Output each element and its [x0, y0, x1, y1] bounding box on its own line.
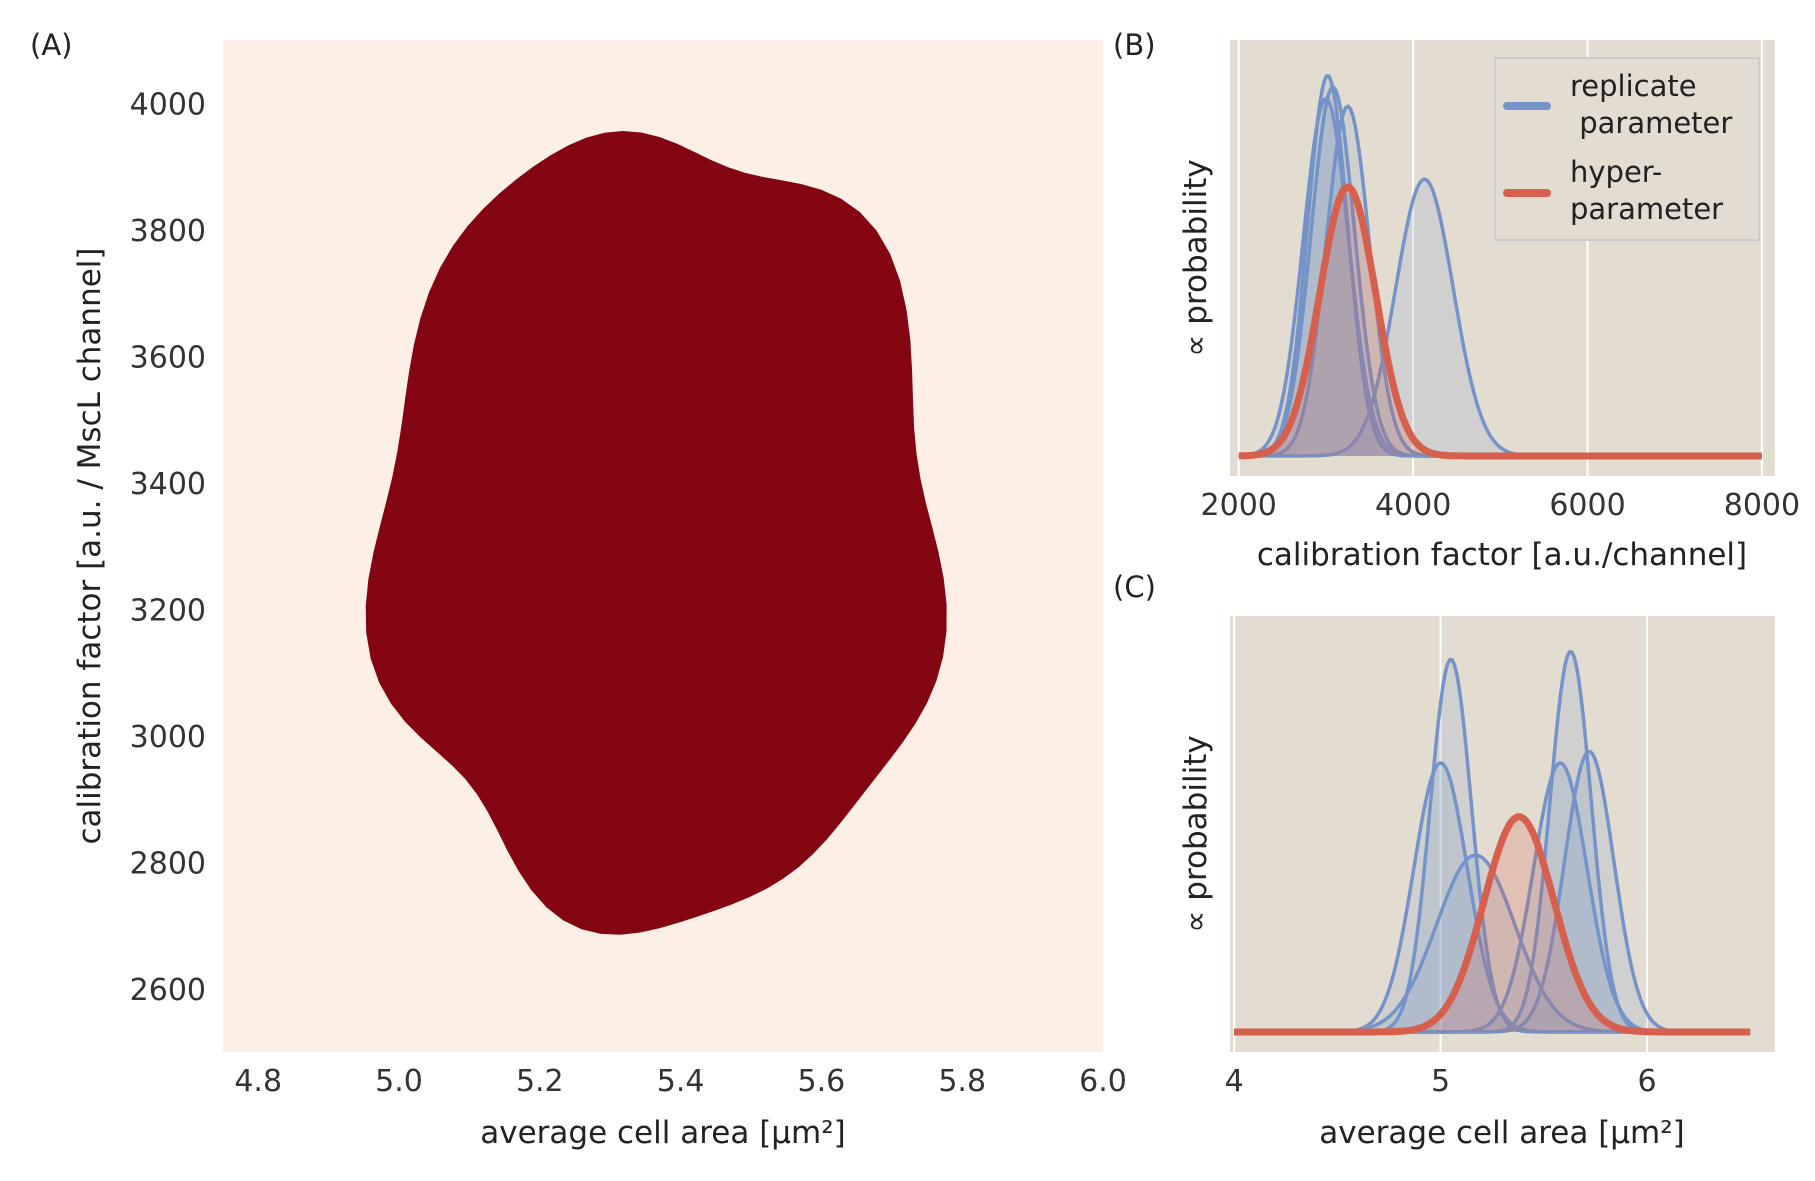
- x-tick-label: 6: [1637, 1064, 1656, 1099]
- x-tick-label: 5.0: [375, 1064, 423, 1099]
- x-tick-label: 4: [1225, 1064, 1244, 1099]
- panel-a-xlabel: average cell area [µm²]: [480, 1115, 845, 1151]
- panel-c-xlabel: average cell area [µm²]: [1319, 1115, 1684, 1151]
- y-tick-label: 2800: [130, 846, 206, 881]
- y-tick-label: 3000: [130, 720, 206, 755]
- panel-c: (C) 4 5 6 average cell area [µm²] ∝ probab…: [1113, 570, 1775, 1151]
- panel-a-x-ticks: 4.8 5.0 5.2 5.4 5.6 5.8 6.0: [234, 1064, 1127, 1099]
- panel-b-curves: [1237, 74, 1763, 460]
- panel-b-x-ticks: 2000 4000 6000 8000: [1201, 488, 1801, 523]
- y-tick-label: 4000: [130, 87, 206, 122]
- replicate-fill: [1238, 106, 1762, 456]
- legend: replicate parameter hyper- parameter: [1494, 57, 1760, 241]
- y-tick-label: 3800: [130, 214, 206, 249]
- y-tick-label: 3200: [130, 593, 206, 628]
- y-tick-label: 3400: [130, 467, 206, 502]
- replicate-fill: [1234, 751, 1751, 1032]
- y-tick-label: 2600: [130, 973, 206, 1008]
- x-tick-label: 4000: [1375, 488, 1451, 523]
- panel-b-label: (B): [1113, 28, 1156, 62]
- x-tick-label: 5.8: [938, 1064, 986, 1099]
- panel-c-curves: [1233, 650, 1752, 1036]
- y-tick-label: 3600: [130, 340, 206, 375]
- panel-a-y-ticks: 2600 2800 3000 3200 3400 3600 3800 4000: [130, 87, 206, 1008]
- kde-contours: [365, 131, 947, 935]
- panel-c-gridlines: [1233, 616, 1649, 1052]
- replicate-fill: [1234, 855, 1751, 1032]
- x-tick-label: 5.2: [516, 1064, 564, 1099]
- x-tick-label: 2000: [1201, 488, 1277, 523]
- legend-box: [1494, 57, 1760, 241]
- x-tick-label: 5: [1431, 1064, 1450, 1099]
- panel-c-ylabel: ∝ probability: [1178, 735, 1214, 932]
- contour-level-10: [365, 131, 947, 935]
- x-tick-label: 8000: [1724, 488, 1800, 523]
- panel-a: (A) 4.8 5.0 5.2 5.4 5.6 5.8 6.0 2600 2800 3000 32…: [30, 28, 1127, 1151]
- panel-b-ylabel: ∝ probability: [1178, 159, 1214, 356]
- legend-hyper-label: hyper- parameter: [1570, 155, 1723, 226]
- panel-c-x-ticks: 4 5 6: [1225, 1064, 1657, 1099]
- x-tick-label: 6000: [1549, 488, 1625, 523]
- x-tick-label: 6.0: [1079, 1064, 1127, 1099]
- x-tick-label: 4.8: [234, 1064, 282, 1099]
- panel-b-xlabel: calibration factor [a.u./channel]: [1257, 537, 1747, 573]
- panel-b: (B) 2000 4000 6000 8000 calibration factor …: [1113, 28, 1800, 573]
- x-tick-label: 5.4: [657, 1064, 705, 1099]
- panel-a-ylabel: calibration factor [a.u. / MscL channel]: [72, 247, 108, 844]
- hyper-parameter-curve: [1233, 813, 1752, 1036]
- panel-c-label: (C): [1113, 570, 1156, 604]
- hyper-parameter-curve: [1237, 183, 1763, 460]
- legend-replicate-label: replicate parameter: [1570, 69, 1732, 140]
- panel-a-label: (A): [30, 28, 72, 62]
- x-tick-label: 5.6: [798, 1064, 846, 1099]
- hyper-fill: [1238, 186, 1762, 456]
- hyper-fill: [1234, 816, 1751, 1032]
